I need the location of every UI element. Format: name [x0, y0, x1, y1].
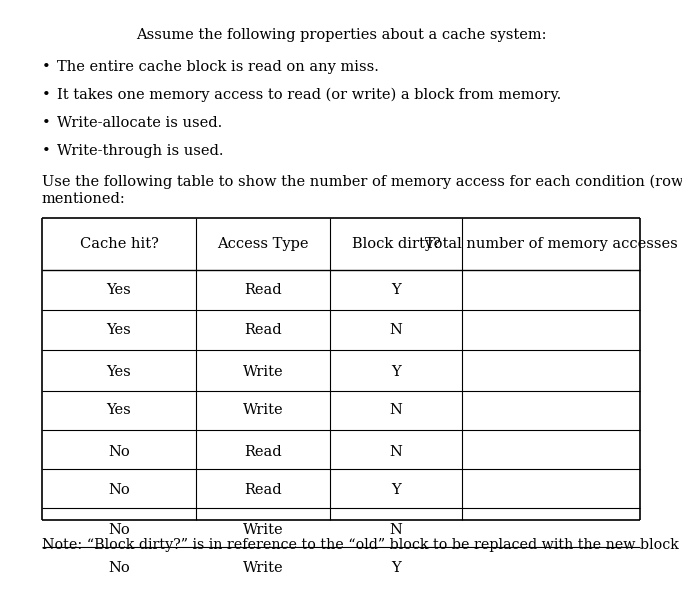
Text: Write: Write — [243, 403, 283, 417]
Text: No: No — [108, 483, 130, 497]
Text: Y: Y — [391, 483, 401, 497]
Text: The entire cache block is read on any miss.: The entire cache block is read on any mi… — [57, 60, 379, 74]
Text: Read: Read — [244, 483, 282, 497]
Text: •: • — [42, 116, 50, 130]
Text: Yes: Yes — [106, 403, 132, 417]
Text: •: • — [42, 88, 50, 102]
Text: Yes: Yes — [106, 323, 132, 337]
Text: No: No — [108, 523, 130, 537]
Text: •: • — [42, 60, 50, 74]
Text: N: N — [389, 403, 402, 417]
Text: Y: Y — [391, 561, 401, 575]
Text: Write-allocate is used.: Write-allocate is used. — [57, 116, 222, 130]
Text: N: N — [389, 523, 402, 537]
Text: Read: Read — [244, 445, 282, 459]
Text: •: • — [42, 144, 50, 158]
Text: mentioned:: mentioned: — [42, 192, 125, 206]
Text: Cache hit?: Cache hit? — [80, 237, 158, 251]
Text: Assume the following properties about a cache system:: Assume the following properties about a … — [136, 28, 546, 42]
Text: No: No — [108, 445, 130, 459]
Text: Total number of memory accesses: Total number of memory accesses — [425, 237, 677, 251]
Text: Use the following table to show the number of memory access for each condition (: Use the following table to show the numb… — [42, 175, 682, 190]
Text: Write: Write — [243, 365, 283, 379]
Text: It takes one memory access to read (or write) a block from memory.: It takes one memory access to read (or w… — [57, 88, 561, 103]
Text: Write: Write — [243, 523, 283, 537]
Text: Yes: Yes — [106, 283, 132, 297]
Text: Y: Y — [391, 365, 401, 379]
Text: Note: “Block dirty?” is in reference to the “old” block to be replaced with the : Note: “Block dirty?” is in reference to … — [42, 538, 682, 552]
Text: Read: Read — [244, 323, 282, 337]
Text: N: N — [389, 323, 402, 337]
Text: Write-through is used.: Write-through is used. — [57, 144, 224, 158]
Text: Block dirty?: Block dirty? — [351, 237, 441, 251]
Text: Access Type: Access Type — [218, 237, 309, 251]
Text: No: No — [108, 561, 130, 575]
Text: Write: Write — [243, 561, 283, 575]
Text: N: N — [389, 445, 402, 459]
Text: Y: Y — [391, 283, 401, 297]
Text: Read: Read — [244, 283, 282, 297]
Text: Yes: Yes — [106, 365, 132, 379]
